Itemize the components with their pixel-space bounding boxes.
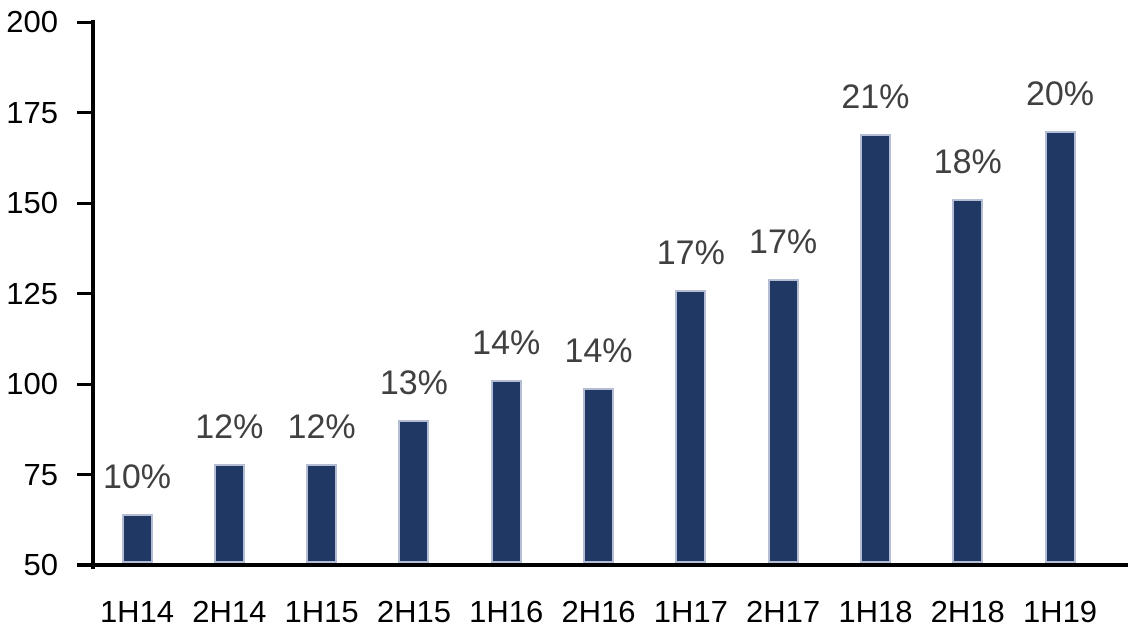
x-axis-label: 1H16 [469,594,544,629]
y-axis-tick-mark [77,473,95,476]
y-axis-tick-label: 50 [23,547,58,582]
bar-1h14 [121,514,153,563]
x-axis-label: 1H14 [99,594,175,629]
bar-value-label: 12% [287,407,356,446]
bar-value-label: 14% [564,331,633,370]
bar-2h17 [767,279,799,563]
y-axis-tick-mark [77,563,95,567]
bar-2h14 [213,463,245,563]
bar-1h16 [490,380,522,563]
y-axis-tick-label: 200 [6,4,58,39]
bar-2h16 [583,387,614,563]
x-axis-label: 1H17 [653,594,728,629]
bar-2h18 [952,199,984,563]
bar-1h18 [859,134,891,563]
y-axis-tick-mark [77,111,95,114]
y-axis-tick-mark [77,382,95,386]
y-axis-tick-label: 175 [6,94,58,130]
bar-value-label: 17% [656,233,725,272]
bar-value-label: 21% [841,78,910,117]
x-axis-label: 2H16 [561,594,636,629]
bar-1h17 [675,289,707,563]
y-axis-tick-label: 125 [6,275,58,311]
y-axis-tick-label: 75 [23,456,58,492]
x-axis-label: 1H19 [1022,594,1098,629]
y-axis-tick-mark [77,20,95,24]
x-axis-label: 1H18 [838,594,913,629]
x-axis-label: 1H15 [284,594,359,629]
bar-value-label: 14% [472,324,541,363]
bar-value-label: 18% [933,143,1002,182]
bar-value-label: 17% [749,223,818,262]
x-axis-line [77,563,1128,567]
x-axis-label: 2H17 [746,594,821,629]
bar-1h15 [306,463,338,563]
bar-2h15 [398,420,430,563]
bar-value-label: 12% [195,407,264,446]
bar-value-label: 10% [102,458,172,497]
x-axis-label: 2H15 [376,594,451,629]
y-axis-tick-mark [77,201,95,205]
y-axis-tick-mark [77,292,95,295]
bar-1h19 [1044,130,1076,563]
x-axis-label: 2H14 [192,594,267,629]
y-axis-tick-label: 100 [6,366,58,401]
x-axis-label: 2H18 [930,594,1005,629]
y-axis-tick-label: 150 [6,185,58,220]
bar-value-label: 20% [1025,74,1095,113]
bar-value-label: 13% [379,364,448,403]
